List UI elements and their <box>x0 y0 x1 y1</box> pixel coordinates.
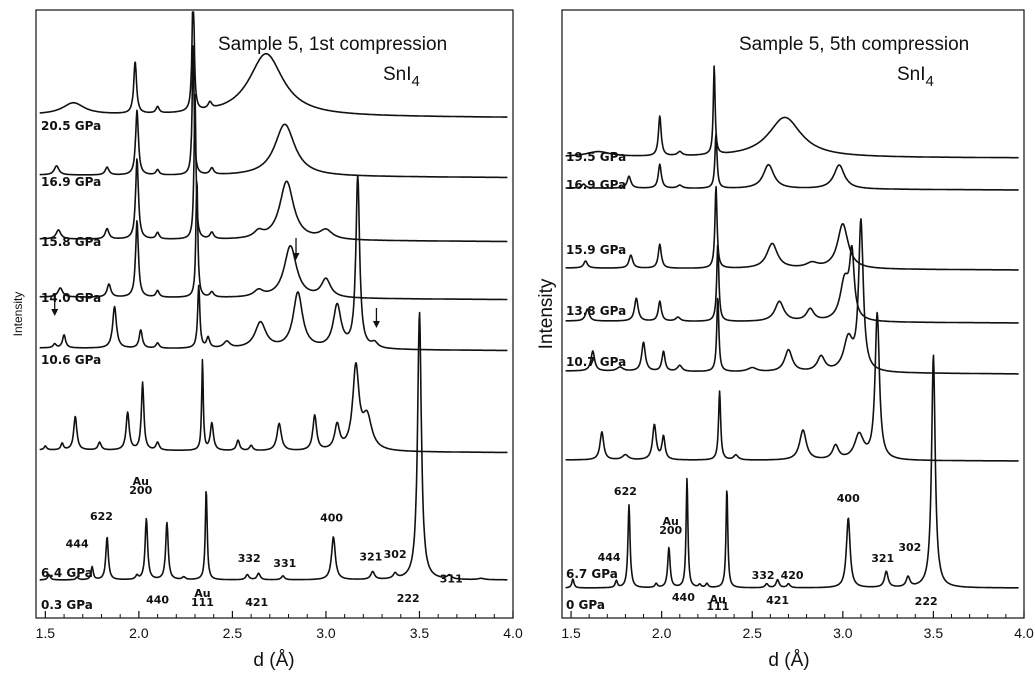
hkl-label: 311 <box>440 573 463 586</box>
left-x-axis: 1.5 2.0 2.5 3.0 3.5 4.0 <box>36 611 523 641</box>
x-tick-label: 4.0 <box>503 625 523 641</box>
hkl-label: 421 <box>245 596 268 609</box>
left-plot-frame <box>35 9 514 619</box>
hkl-label: Au <box>133 475 149 488</box>
hkl-label: 400 <box>320 512 343 525</box>
pressure-label: 15.8 GPa <box>41 235 101 249</box>
hkl-label: 302 <box>898 541 921 554</box>
x-tick-label: 1.5 <box>561 625 581 641</box>
x-tick-label: 3.0 <box>833 625 853 641</box>
left-x-axis-label: d (Å) <box>253 650 294 671</box>
hkl-label: Au <box>663 515 679 528</box>
left-compound-subscript: 4 <box>412 73 420 90</box>
right-x-axis: 1.5 2.0 2.5 3.0 3.5 4.0 <box>561 611 1034 641</box>
left-compound-label: SnI4 <box>383 64 420 90</box>
right-spectra: 0 GPa 6.7 GPa 10.7 GPa 13.8 GPa 15.9 GPa 16.9… <box>565 65 1019 612</box>
hkl-label: 332 <box>238 552 261 565</box>
spectrum-6_4-GPa <box>39 358 508 454</box>
spectrum-20_5-GPa <box>39 11 508 118</box>
x-tick-label: 2.0 <box>652 625 672 641</box>
pressure-label: 14.0 GPa <box>41 291 101 305</box>
hkl-label: 420 <box>781 569 804 582</box>
hkl-label: 111 <box>191 596 214 609</box>
x-tick-label: 1.5 <box>36 625 56 641</box>
x-tick-label: 2.0 <box>129 625 149 641</box>
spectrum-16_9-GPa <box>565 132 1019 191</box>
x-tick-label: 2.5 <box>743 625 763 641</box>
hkl-label: 444 <box>598 551 621 564</box>
spectrum-15_8-GPa <box>39 93 508 243</box>
x-tick-label: 4.0 <box>1014 625 1034 641</box>
hkl-label: 421 <box>766 594 789 607</box>
spectrum-0_3-GPa <box>39 311 508 581</box>
pressure-label: 19.5 GPa <box>566 150 626 164</box>
hkl-label: 222 <box>397 592 420 605</box>
x-tick-label: 3.5 <box>410 625 430 641</box>
x-tick-label: 2.5 <box>223 625 243 641</box>
pressure-label: 0 GPa <box>566 598 605 612</box>
pressure-label: 16.9 GPa <box>566 178 626 192</box>
spectrum-10_6-GPa <box>39 174 508 352</box>
pressure-label: 0.3 GPa <box>41 598 93 612</box>
pressure-label: 13.8 GPa <box>566 304 626 318</box>
hkl-label: 400 <box>837 492 860 505</box>
peak-arrow-head <box>51 309 59 316</box>
hkl-label: 200 <box>659 524 682 537</box>
pressure-label: 10.6 GPa <box>41 353 101 367</box>
peak-arrow-head <box>292 253 300 260</box>
left-chart-title: Sample 5, 1st compression <box>218 34 447 55</box>
spectrum-16_9-GPa <box>39 45 508 179</box>
right-compound-text: SnI <box>897 64 926 85</box>
pressure-label: 20.5 GPa <box>41 119 101 133</box>
spectrum-13_8-GPa <box>565 244 1019 324</box>
x-tick-label: 3.5 <box>924 625 944 641</box>
hkl-label: 332 <box>752 569 775 582</box>
right-compound-subscript: 4 <box>926 73 934 90</box>
right-plot-frame <box>561 9 1025 619</box>
hkl-label: 200 <box>129 484 152 497</box>
left-spectra: 0.3 GPa 6.4 GPa 10.6 GPa 14.0 GPa 15.8 GPa 16… <box>39 11 508 612</box>
right-chart-title: Sample 5, 5th compression <box>739 34 969 55</box>
hkl-label: 331 <box>273 557 296 570</box>
spectrum-19_5-GPa <box>565 65 1019 159</box>
left-y-axis-label: Intensity <box>11 292 25 337</box>
pressure-label: 16.9 GPa <box>41 175 101 189</box>
spectrum-10_7-GPa <box>565 218 1019 375</box>
spectrum-0-GPa <box>565 354 1019 589</box>
hkl-label: 440 <box>672 591 695 604</box>
spectrum-6_7-GPa <box>565 311 1019 462</box>
hkl-label: 302 <box>384 548 407 561</box>
hkl-label: 321 <box>359 551 382 564</box>
hkl-label: 622 <box>90 510 113 523</box>
hkl-label: 111 <box>706 600 729 613</box>
pressure-label: 10.7 GPa <box>566 355 626 369</box>
hkl-label: Au <box>710 593 726 606</box>
right-panel: 0 GPa 6.7 GPa 10.7 GPa 13.8 GPa 15.9 GPa 16.9… <box>536 9 1034 671</box>
hkl-label: Au <box>194 587 210 600</box>
pressure-label: 15.9 GPa <box>566 243 626 257</box>
spectrum-14_0-GPa <box>39 180 508 301</box>
right-compound-label: SnI4 <box>897 64 934 90</box>
spectrum-15_9-GPa <box>565 185 1019 271</box>
left-compound-text: SnI <box>383 64 412 85</box>
pressure-label: 6.4 GPa <box>41 566 93 580</box>
left-panel: 0.3 GPa 6.4 GPa 10.6 GPa 14.0 GPa 15.8 GPa 16… <box>11 9 523 671</box>
peak-arrow-head <box>372 321 380 328</box>
hkl-label: 321 <box>871 552 894 565</box>
right-y-axis-label: Intensity <box>536 278 557 349</box>
hkl-label: 222 <box>915 595 938 608</box>
hkl-label: 622 <box>614 485 637 498</box>
right-x-axis-label: d (Å) <box>768 650 809 671</box>
hkl-label: 440 <box>146 593 169 606</box>
x-tick-label: 3.0 <box>316 625 336 641</box>
hkl-label: 444 <box>66 538 89 551</box>
pressure-label: 6.7 GPa <box>566 567 618 581</box>
